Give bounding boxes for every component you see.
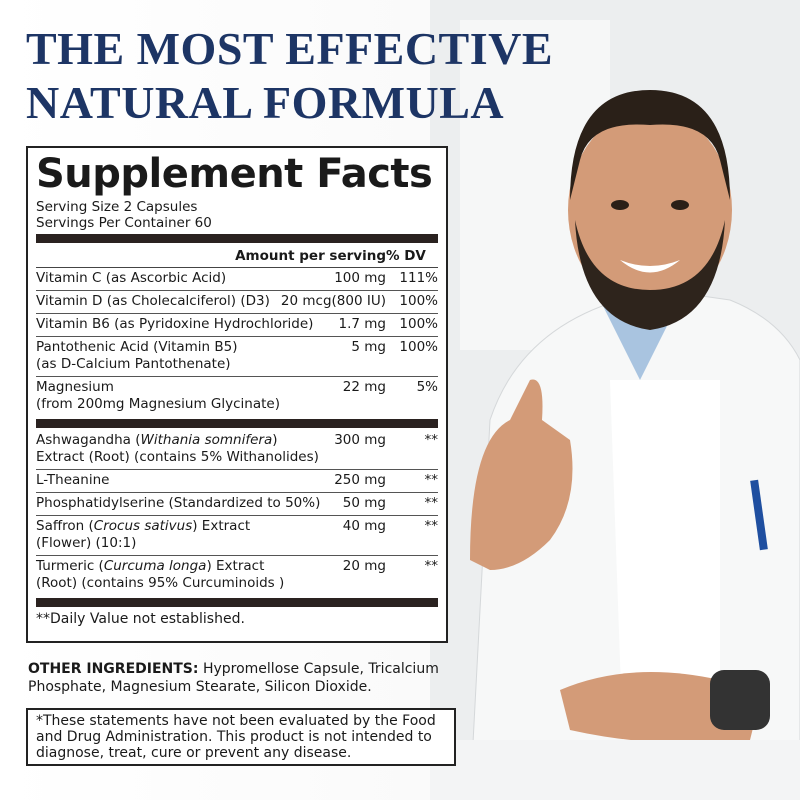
- watch: [710, 670, 770, 730]
- supplement-facts-panel: Supplement Facts Serving Size 2 Capsules…: [26, 146, 448, 643]
- name-line: (as D-Calcium Pantothenate): [36, 356, 231, 372]
- ingredient-row: Turmeric (Curcuma longa) Extract (Root) (…: [36, 556, 438, 595]
- other-ingredients-text: Hypromellose Capsule, Tricalcium Phospha…: [28, 661, 439, 695]
- ingredient-name: Vitamin C (as Ascorbic Acid): [36, 270, 334, 287]
- ingredient-name: Saffron (Crocus sativus) Extract (Flower)…: [36, 518, 343, 552]
- daily-value: **: [424, 472, 439, 488]
- amount: 5 mg: [351, 339, 386, 355]
- ingredient-name: Vitamin D (as Cholecalciferol) (D3): [36, 293, 281, 310]
- name-line: (from 200mg Magnesium Glycinate): [36, 396, 280, 412]
- doctor-photo: [430, 0, 800, 800]
- name-line: Turmeric (Curcuma longa) Extract: [36, 558, 343, 575]
- other-ingredients-label: OTHER INGREDIENTS:: [28, 661, 199, 677]
- ingredient-row: Magnesium (from 200mg Magnesium Glycinate…: [36, 377, 438, 416]
- daily-value: **: [424, 432, 439, 448]
- daily-value: 5%: [416, 379, 438, 395]
- name-line: Extract (Root) (contains 5% Withanolides…: [36, 449, 319, 465]
- column-header: % DV: [386, 248, 426, 264]
- ingredient-name: Magnesium (from 200mg Magnesium Glycinate…: [36, 379, 343, 413]
- name-line: (Root) (contains 95% Curcuminoids ): [36, 575, 285, 591]
- table: [430, 740, 800, 800]
- name-line: Magnesium: [36, 379, 114, 395]
- daily-value: 100%: [399, 293, 438, 309]
- botanical-name: Crocus sativus: [93, 518, 193, 534]
- daily-value: 100%: [399, 339, 438, 355]
- ingredient-row: Vitamin C (as Ascorbic Acid) 100 mg 111%: [36, 268, 438, 291]
- ingredient-row: Vitamin B6 (as Pyridoxine Hydrochloride)…: [36, 314, 438, 337]
- amount: 20 mg: [342, 558, 386, 574]
- ingredient-name: Vitamin B6 (as Pyridoxine Hydrochloride): [36, 316, 339, 333]
- servings-per-container: Servings Per Container 60: [36, 215, 212, 231]
- name-text: ): [272, 432, 278, 448]
- name-line: Vitamin D (as Cholecalciferol) (D3): [36, 293, 270, 309]
- footnote: **Daily Value not established.: [36, 611, 245, 627]
- amount: 22 mg: [342, 379, 386, 395]
- face: [568, 110, 732, 310]
- ingredient-name: Phosphatidylserine (Standardized to 50%): [36, 495, 343, 512]
- ingredient-name: Pantothenic Acid (Vitamin B5) (as D-Calci…: [36, 339, 351, 373]
- botanical-name: Curcuma longa: [103, 558, 207, 574]
- ingredient-row: L-Theanine 250 mg **: [36, 470, 438, 493]
- botanical-name: Withania somnifera: [140, 432, 273, 448]
- name-text: Saffron (: [36, 518, 94, 534]
- ingredient-rows: Vitamin C (as Ascorbic Acid) 100 mg 111% Vi…: [36, 268, 438, 595]
- thumbs-up-hand: [470, 379, 573, 570]
- eye: [611, 200, 629, 210]
- amount: 40 mg: [342, 518, 386, 534]
- name-line: Ashwagandha (Withania somnifera): [36, 432, 334, 449]
- column-headers: Amount per serving % DV: [36, 245, 438, 267]
- divider: [36, 419, 438, 428]
- ingredient-name: Turmeric (Curcuma longa) Extract (Root) (…: [36, 558, 343, 592]
- ingredient-row: Ashwagandha (Withania somnifera) Extract …: [36, 430, 438, 470]
- serving-size: Serving Size 2 Capsules: [36, 199, 198, 215]
- name-line: (Flower) (10:1): [36, 535, 137, 551]
- name-text: ) Extract: [192, 518, 251, 534]
- column-header: Amount per serving: [235, 248, 386, 264]
- name-line: Saffron (Crocus sativus) Extract: [36, 518, 343, 535]
- name-text: Ashwagandha (: [36, 432, 141, 448]
- smile: [620, 260, 680, 273]
- amount: 100 mg: [334, 270, 386, 286]
- beard: [575, 220, 725, 330]
- ingredient-name: Ashwagandha (Withania somnifera) Extract …: [36, 432, 334, 466]
- daily-value: **: [424, 558, 439, 574]
- divider: [36, 234, 438, 243]
- ingredient-row: Pantothenic Acid (Vitamin B5) (as D-Calci…: [36, 337, 438, 377]
- daily-value: 111%: [399, 270, 438, 286]
- eye: [671, 200, 689, 210]
- divider: [36, 598, 438, 607]
- headline: THE MOST EFFECTIVE NATURAL FORMULA: [26, 22, 553, 130]
- hair: [570, 90, 730, 200]
- name-line: Vitamin B6 (as Pyridoxine Hydrochloride): [36, 316, 314, 332]
- amount: 1.7 mg: [338, 316, 386, 332]
- name-text: Turmeric (: [36, 558, 104, 574]
- name-line: Phosphatidylserine (Standardized to 50%): [36, 495, 321, 511]
- amount: 250 mg: [334, 472, 386, 488]
- daily-value: 100%: [399, 316, 438, 332]
- disclaimer: *These statements have not been evaluate…: [26, 708, 456, 766]
- name-text: ) Extract: [206, 558, 265, 574]
- ingredient-row: Phosphatidylserine (Standardized to 50%)…: [36, 493, 438, 516]
- ingredient-row: Vitamin D (as Cholecalciferol) (D3) 20 mc…: [36, 291, 438, 314]
- facts-title: Supplement Facts: [36, 151, 433, 197]
- daily-value: **: [424, 518, 439, 534]
- headline-line: NATURAL FORMULA: [26, 77, 505, 128]
- amount: 20 mcg(800 IU): [280, 293, 386, 309]
- daily-value: **: [424, 495, 439, 511]
- divider: [36, 267, 438, 268]
- name-line: Vitamin C (as Ascorbic Acid): [36, 270, 227, 286]
- headline-line: THE MOST EFFECTIVE: [26, 23, 554, 74]
- name-line: L-Theanine: [36, 472, 110, 488]
- amount: 50 mg: [342, 495, 386, 511]
- name-line: Pantothenic Acid (Vitamin B5): [36, 339, 238, 355]
- other-ingredients: OTHER INGREDIENTS: Hypromellose Capsule,…: [28, 660, 458, 696]
- ingredient-row: Saffron (Crocus sativus) Extract (Flower)…: [36, 516, 438, 556]
- amount: 300 mg: [334, 432, 386, 448]
- ingredient-name: L-Theanine: [36, 472, 334, 489]
- pen: [750, 479, 768, 551]
